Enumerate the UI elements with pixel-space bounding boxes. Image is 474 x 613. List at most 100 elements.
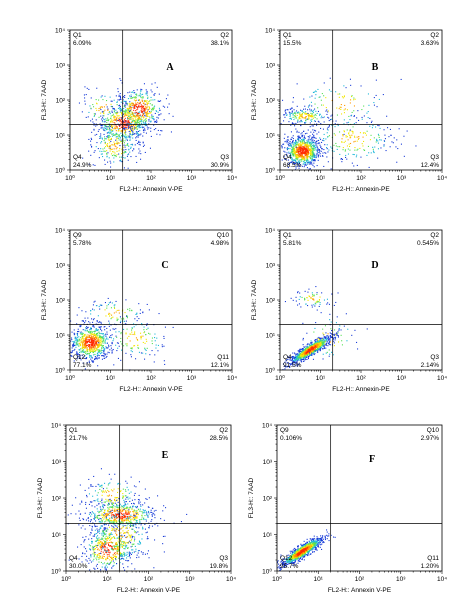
scatter-point xyxy=(90,355,92,357)
scatter-point xyxy=(101,125,103,127)
scatter-point xyxy=(120,117,122,119)
scatter-point xyxy=(111,153,113,155)
scatter-point xyxy=(105,315,107,317)
scatter-point xyxy=(130,109,132,111)
scatter-point xyxy=(319,350,321,352)
scatter-point xyxy=(158,107,160,109)
scatter-point xyxy=(311,152,313,154)
scatter-point xyxy=(101,118,103,120)
scatter-point xyxy=(143,105,145,107)
scatter-point xyxy=(111,127,113,129)
scatter-point xyxy=(100,137,102,139)
scatter-point xyxy=(118,331,120,333)
scatter-point xyxy=(109,130,111,132)
scatter-point xyxy=(167,106,169,108)
scatter-point xyxy=(121,135,123,137)
scatter-point xyxy=(287,358,289,360)
scatter-point xyxy=(292,153,294,155)
scatter-point xyxy=(101,338,103,340)
scatter-point xyxy=(295,359,297,361)
scatter-point xyxy=(142,142,144,144)
scatter-point xyxy=(145,349,147,351)
scatter-point xyxy=(94,350,96,352)
scatter-point xyxy=(284,116,286,118)
scatter-point xyxy=(92,346,94,348)
scatter-point xyxy=(124,110,126,112)
scatter-point xyxy=(101,153,103,155)
scatter-point xyxy=(86,327,88,329)
scatter-point xyxy=(86,327,88,329)
scatter-point xyxy=(301,114,303,116)
x-axis-label: FL2-H:: Annexin-PE xyxy=(332,386,390,393)
scatter-point xyxy=(89,352,91,354)
scatter-point xyxy=(111,557,113,559)
scatter-point xyxy=(283,143,285,145)
scatter-point xyxy=(305,150,307,152)
scatter-point xyxy=(319,96,321,98)
scatter-point xyxy=(85,338,87,340)
scatter-point xyxy=(104,109,106,111)
scatter-point xyxy=(82,356,84,358)
scatter-point xyxy=(80,343,82,345)
scatter-point xyxy=(287,143,289,145)
scatter-point xyxy=(144,104,146,106)
scatter-point xyxy=(101,337,103,339)
scatter-point xyxy=(374,146,376,148)
scatter-point xyxy=(322,334,324,336)
scatter-point xyxy=(285,113,287,115)
scatter-point xyxy=(321,148,323,150)
scatter-point xyxy=(79,354,81,356)
scatter-point xyxy=(130,116,132,118)
scatter-point xyxy=(302,355,304,357)
scatter-point xyxy=(136,114,138,116)
scatter-point xyxy=(350,99,352,101)
scatter-point xyxy=(311,151,313,153)
scatter-point xyxy=(294,353,296,355)
scatter-point xyxy=(298,160,300,162)
scatter-point xyxy=(82,336,84,338)
scatter-point xyxy=(90,340,92,342)
scatter-point xyxy=(306,140,308,142)
scatter-point xyxy=(293,363,295,365)
scatter-point xyxy=(307,153,309,155)
scatter-point xyxy=(129,122,131,124)
scatter-point xyxy=(99,339,101,341)
scatter-point xyxy=(284,141,286,143)
scatter-point xyxy=(115,328,117,330)
scatter-point xyxy=(299,147,301,149)
scatter-point xyxy=(134,112,136,114)
scatter-point xyxy=(92,325,94,327)
scatter-point xyxy=(124,146,126,148)
scatter-point xyxy=(130,546,132,548)
scatter-point xyxy=(148,123,150,125)
scatter-point xyxy=(130,144,132,146)
scatter-point xyxy=(93,344,95,346)
scatter-point xyxy=(300,356,302,358)
scatter-point xyxy=(94,346,96,348)
scatter-point xyxy=(292,364,294,366)
scatter-point xyxy=(94,332,96,334)
scatter-point xyxy=(297,147,299,149)
scatter-point xyxy=(131,120,133,122)
scatter-point xyxy=(114,112,116,114)
scatter-point xyxy=(125,333,127,335)
scatter-point xyxy=(318,155,320,157)
scatter-point xyxy=(326,337,328,339)
scatter-point xyxy=(121,130,123,132)
scatter-point xyxy=(132,104,134,106)
scatter-point xyxy=(343,95,345,97)
scatter-point xyxy=(99,336,101,338)
scatter-point xyxy=(340,108,342,110)
scatter-point xyxy=(315,110,317,112)
scatter-point xyxy=(115,118,117,120)
scatter-point xyxy=(167,94,169,96)
x-axis-label: FL2-H:: Annexin V-PE xyxy=(119,186,183,193)
scatter-point xyxy=(349,145,351,147)
scatter-point xyxy=(293,119,295,121)
scatter-point xyxy=(95,335,97,337)
scatter-point xyxy=(316,155,318,157)
scatter-point xyxy=(303,354,305,356)
scatter-point xyxy=(299,351,301,353)
scatter-point xyxy=(301,165,303,167)
quadrant-percent: 12.4% xyxy=(421,162,440,169)
